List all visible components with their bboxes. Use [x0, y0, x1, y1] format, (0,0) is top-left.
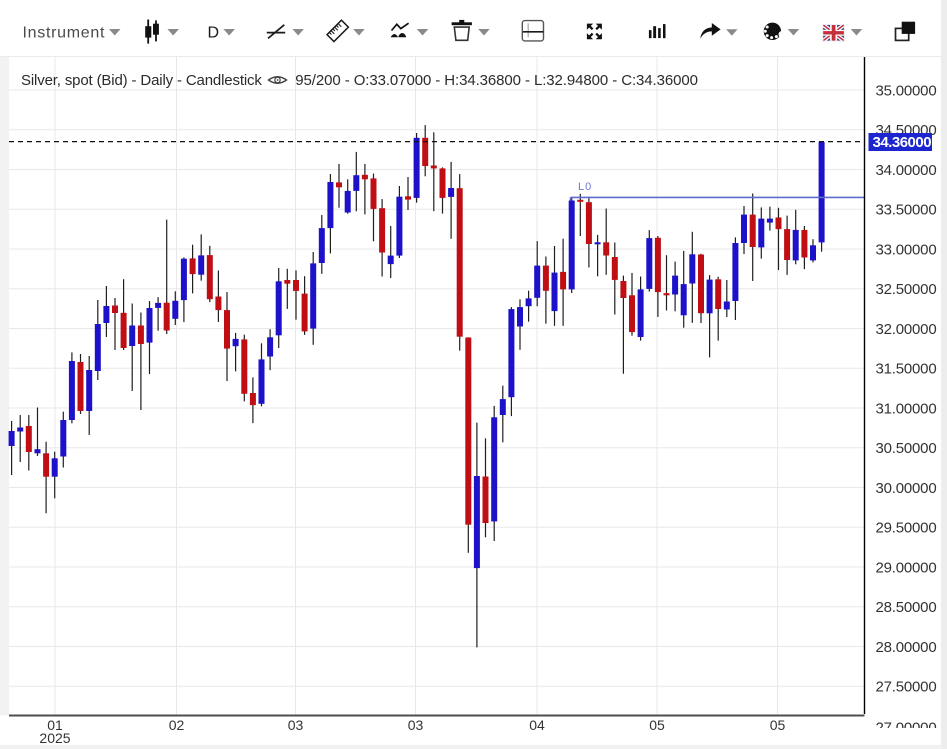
svg-text:02: 02 [169, 717, 185, 733]
svg-text:35.00000: 35.00000 [876, 82, 937, 99]
svg-text:33.00000: 33.00000 [876, 241, 937, 258]
svg-text:27.50000: 27.50000 [876, 679, 937, 696]
svg-text:34.36000: 34.36000 [873, 134, 932, 151]
svg-text:03: 03 [288, 717, 304, 733]
svg-text:32.50000: 32.50000 [876, 281, 937, 298]
svg-text:05: 05 [770, 717, 786, 733]
svg-text:31.00000: 31.00000 [876, 400, 937, 417]
svg-text:29.00000: 29.00000 [876, 559, 937, 576]
svg-text:03: 03 [408, 717, 424, 733]
svg-text:31.50000: 31.50000 [876, 361, 937, 378]
svg-text:28.00000: 28.00000 [876, 639, 937, 656]
svg-text:34.00000: 34.00000 [876, 162, 937, 179]
svg-text:28.50000: 28.50000 [876, 599, 937, 616]
svg-text:01: 01 [47, 717, 63, 733]
svg-text:32.00000: 32.00000 [876, 321, 937, 338]
svg-text:2025: 2025 [39, 730, 70, 746]
svg-text:04: 04 [529, 717, 545, 733]
svg-text:29.50000: 29.50000 [876, 520, 937, 537]
svg-text:D: D [208, 25, 220, 42]
svg-text:30.50000: 30.50000 [876, 440, 937, 457]
svg-text:05: 05 [649, 717, 665, 733]
svg-text:30.00000: 30.00000 [876, 480, 937, 497]
svg-text:95/200 - O:33.07000 - H:34.368: 95/200 - O:33.07000 - H:34.36800 - L:32.… [295, 72, 698, 89]
svg-text:Silver, spot (Bid) - Daily - C: Silver, spot (Bid) - Daily - Candlestick [21, 72, 262, 89]
svg-text:L0: L0 [578, 181, 592, 193]
svg-text:Instrument: Instrument [23, 25, 106, 42]
svg-text:33.50000: 33.50000 [876, 202, 937, 219]
